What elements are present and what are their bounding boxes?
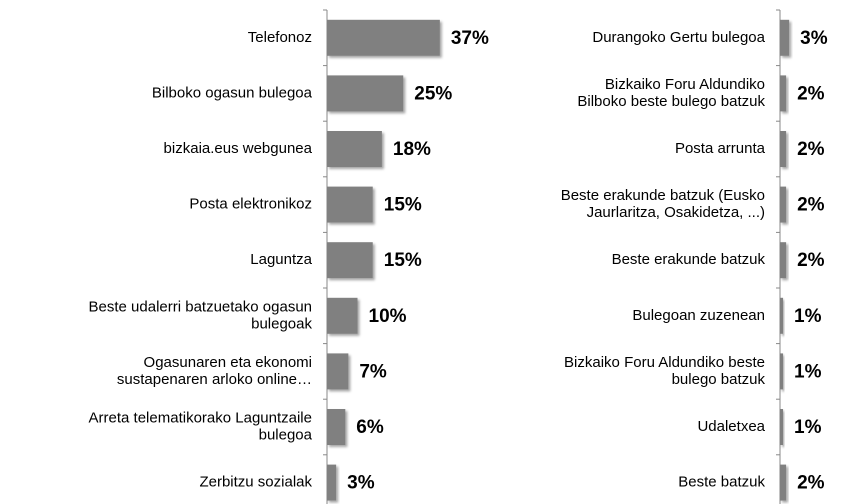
value-label: 2% xyxy=(797,139,825,160)
category-label: Telefonoz xyxy=(248,29,312,46)
value-label: 3% xyxy=(347,473,375,494)
bar xyxy=(780,19,790,56)
category-label: Udaletxea xyxy=(697,418,765,435)
category-label: Ogasunaren eta ekonomi sustapenaren arlok… xyxy=(117,354,312,388)
bar xyxy=(327,242,373,279)
value-label: 25% xyxy=(414,83,452,104)
category-label: Arreta telematikorako Laguntzaile bulegoa xyxy=(89,409,313,443)
bar xyxy=(327,464,337,501)
bar xyxy=(327,353,349,390)
value-label: 2% xyxy=(797,473,825,494)
value-label: 37% xyxy=(451,28,489,49)
bar xyxy=(327,186,373,223)
value-label: 15% xyxy=(384,250,422,271)
bar xyxy=(780,131,787,167)
value-label: 10% xyxy=(369,306,407,327)
value-label: 3% xyxy=(800,28,828,49)
category-label: Zerbitzu sozialak xyxy=(199,474,312,491)
bar xyxy=(327,297,358,334)
category-label: Posta arrunta xyxy=(675,140,766,157)
value-label: 7% xyxy=(359,361,387,382)
value-label: 2% xyxy=(797,83,825,104)
value-label: 15% xyxy=(384,195,422,216)
bar xyxy=(327,131,382,167)
bar xyxy=(327,19,440,56)
value-label: 1% xyxy=(794,361,822,382)
category-label: Bizkaiko Foru Aldundiko Bilboko beste bul… xyxy=(577,76,765,110)
category-label: Bilboko ogasun bulegoa xyxy=(152,84,313,101)
bar xyxy=(780,297,784,334)
value-label: 2% xyxy=(797,195,825,216)
bar xyxy=(780,409,784,445)
category-label: bizkaia.eus webgunea xyxy=(164,140,313,157)
category-label: Laguntza xyxy=(250,251,312,268)
bar xyxy=(780,242,787,279)
value-label: 18% xyxy=(393,139,431,160)
category-label: Beste udalerri batzuetako ogasun bulegoak xyxy=(89,298,313,332)
bar xyxy=(780,186,787,223)
value-label: 6% xyxy=(356,417,384,438)
category-label: Beste erakunde batzuk (Eusko Jaurlaritza,… xyxy=(561,187,765,221)
category-label: Beste erakunde batzuk xyxy=(612,251,766,268)
bar xyxy=(327,75,404,112)
value-label: 1% xyxy=(794,417,822,438)
category-label: Bulegoan zuzenean xyxy=(632,307,765,324)
bar xyxy=(780,75,787,112)
value-label: 2% xyxy=(797,250,825,271)
bar xyxy=(780,353,784,390)
value-label: 1% xyxy=(794,306,822,327)
bar xyxy=(327,409,346,445)
bar xyxy=(780,464,787,501)
category-label: Durangoko Gertu bulegoa xyxy=(592,29,765,46)
category-label: Beste batzuk xyxy=(678,474,765,491)
category-label: Bizkaiko Foru Aldundiko beste bulego batz… xyxy=(564,354,765,388)
category-label: Posta elektronikoz xyxy=(189,196,312,213)
